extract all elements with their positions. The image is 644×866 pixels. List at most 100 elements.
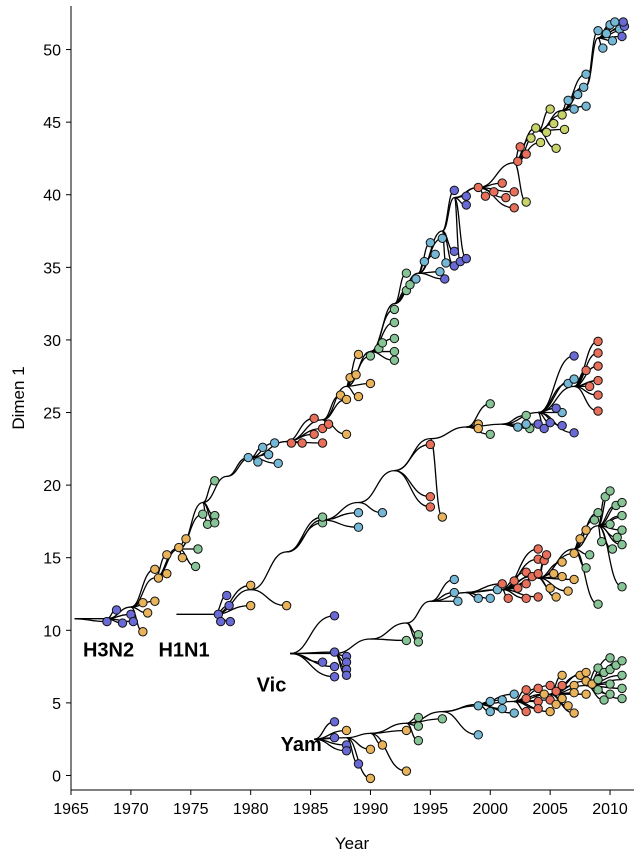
vic-tip bbox=[617, 539, 627, 550]
vic-tip bbox=[503, 593, 513, 604]
h3n2-tip bbox=[153, 573, 164, 583]
vic-tip bbox=[557, 571, 567, 582]
vic-tip bbox=[509, 576, 519, 586]
h3n2-tip bbox=[198, 509, 208, 519]
h3n2-tip bbox=[117, 618, 128, 628]
h3n2-tip bbox=[480, 191, 491, 201]
vic-tip bbox=[341, 670, 352, 681]
h1n1-branch bbox=[322, 519, 359, 528]
yam-branch bbox=[370, 732, 407, 772]
h1n1-tip bbox=[569, 374, 579, 384]
h3n2-tip bbox=[531, 123, 541, 133]
h1n1-tip bbox=[521, 410, 531, 421]
h3n2-tip bbox=[617, 31, 627, 42]
h3n2-tip bbox=[563, 95, 573, 106]
h3n2-lineage-label: H3N2 bbox=[83, 639, 134, 661]
x-tick-label: 2000 bbox=[472, 801, 508, 818]
h3n2-tip bbox=[535, 137, 546, 148]
x-ticks: 1965 1970 1975 1980 1985 1990 1995 2000 2005 2010 bbox=[53, 790, 628, 818]
yam-tip bbox=[377, 740, 388, 750]
yam-tip bbox=[557, 680, 567, 691]
vic-tip bbox=[497, 579, 507, 589]
yam-tip bbox=[551, 699, 561, 710]
h1n1-branch bbox=[286, 516, 323, 553]
vic-trunk bbox=[290, 516, 623, 655]
h3n2-tip bbox=[521, 149, 531, 159]
yam-tip bbox=[413, 735, 424, 746]
h3n2-tip bbox=[181, 534, 191, 544]
vic-tip bbox=[329, 661, 340, 672]
h3n2-tip bbox=[501, 192, 511, 203]
vic-tip bbox=[317, 657, 328, 667]
yam-branch bbox=[442, 710, 479, 736]
h3n2-tip bbox=[128, 616, 138, 627]
h1n1-tip bbox=[593, 361, 603, 371]
vic-tip bbox=[557, 557, 567, 567]
yam-tip bbox=[485, 706, 495, 717]
h3n2-tip bbox=[257, 442, 268, 453]
h3n2-tip bbox=[569, 104, 579, 114]
h3n2-tip bbox=[269, 438, 280, 448]
x-tick-label: 1965 bbox=[53, 801, 89, 818]
h1n1-tip bbox=[281, 600, 292, 611]
yam-tip bbox=[473, 730, 483, 740]
h3n2-tip bbox=[389, 304, 400, 315]
lineage-labels: H3N2 H1N1 Vic Yam bbox=[83, 639, 322, 755]
yam-tip bbox=[341, 746, 352, 756]
h1n1-tip bbox=[521, 419, 531, 429]
h1n1-tip bbox=[485, 429, 495, 439]
h3n2-tip bbox=[341, 394, 352, 405]
h3n2-trunk bbox=[74, 30, 623, 620]
h3n2-tip bbox=[557, 110, 567, 120]
vic-tip bbox=[605, 486, 615, 496]
h1n1-tip bbox=[551, 403, 561, 413]
h3n2-tip bbox=[461, 191, 471, 201]
yam-tip bbox=[545, 706, 555, 717]
yam-tip bbox=[401, 725, 412, 736]
h3n2-tip bbox=[273, 458, 283, 469]
h1n1-branch bbox=[394, 469, 431, 508]
yam-tip bbox=[521, 693, 531, 704]
h1n1-lineage-label: H1N1 bbox=[158, 639, 209, 661]
h3n2-tip bbox=[513, 156, 523, 167]
h3n2-tip bbox=[286, 438, 297, 448]
yam-tip bbox=[605, 679, 615, 689]
h3n2-tip bbox=[489, 187, 499, 197]
h1n1-tip bbox=[485, 399, 495, 409]
h3n2-tip bbox=[243, 452, 253, 463]
yam-tip bbox=[557, 693, 567, 704]
vic-tip bbox=[541, 550, 552, 560]
yam-tip bbox=[437, 714, 448, 724]
h3n2-tip bbox=[174, 542, 184, 553]
h3n2-tip bbox=[435, 266, 445, 277]
x-tick-label: 2005 bbox=[532, 801, 568, 818]
h1n1-tip bbox=[437, 512, 448, 522]
yam-tip bbox=[473, 701, 483, 711]
h3n2-tip bbox=[497, 178, 507, 188]
h1n1-tip bbox=[569, 428, 579, 438]
h1n1-tip bbox=[317, 512, 328, 522]
yam-tip bbox=[413, 712, 424, 723]
vic-tip bbox=[533, 544, 543, 554]
h1n1-tip bbox=[225, 616, 236, 627]
yam-tip bbox=[509, 689, 519, 699]
h3n2-tip bbox=[541, 127, 552, 138]
h3n2-tip bbox=[341, 429, 352, 439]
yam-branch bbox=[442, 705, 479, 713]
h3n2-tip bbox=[526, 133, 536, 143]
h3n2-tip bbox=[401, 268, 412, 278]
h3n2-tip bbox=[449, 185, 460, 196]
vic-branch bbox=[290, 652, 335, 678]
h3n2-tip bbox=[437, 233, 448, 243]
x-tick-label: 2010 bbox=[592, 801, 628, 818]
h3n2-tip bbox=[461, 253, 471, 264]
vic-tip bbox=[569, 548, 579, 559]
vic-tip bbox=[617, 497, 627, 508]
h3n2-tip bbox=[317, 438, 328, 448]
h1n1-tip bbox=[539, 423, 549, 434]
h3n2-tip bbox=[353, 391, 364, 402]
h1n1-tip bbox=[425, 492, 436, 502]
yam-tip bbox=[365, 744, 376, 755]
h3n2-branch bbox=[441, 189, 455, 232]
vic-tip bbox=[581, 563, 591, 573]
